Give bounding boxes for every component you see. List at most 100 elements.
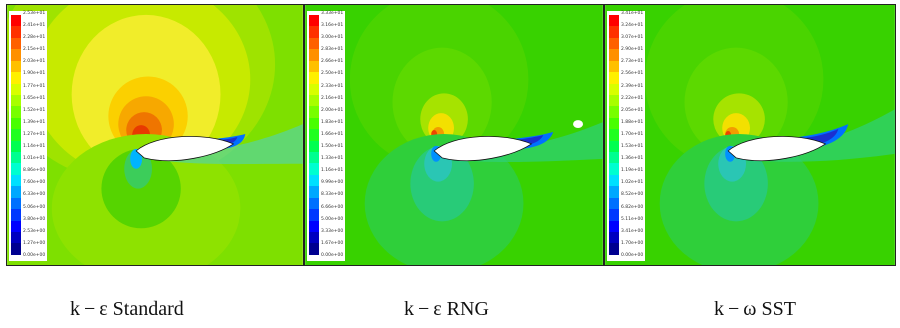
- legend-tick-label: 1.16e+01: [321, 168, 344, 174]
- legend-tick-label: 1.14e+01: [23, 144, 46, 150]
- legend-swatch: [609, 140, 619, 153]
- legend-tick-label: 1.70e+00: [621, 240, 644, 246]
- legend-swatch: [309, 129, 319, 141]
- legend-swatch: [11, 220, 21, 233]
- legend-tick-label: 1.36e+01: [621, 156, 644, 162]
- legend-tick-label: 2.15e+01: [23, 47, 46, 53]
- legend-swatch: [609, 243, 619, 255]
- legend-swatch: [11, 243, 21, 255]
- legend-swatch: [609, 117, 619, 130]
- legend-tick-label: 8.33e+00: [321, 192, 344, 198]
- legend-swatch: [309, 163, 319, 175]
- legend-tick-label: 2.16e+01: [321, 95, 344, 101]
- legend-swatch: [609, 106, 619, 118]
- legend-swatch: [11, 15, 21, 27]
- legend-swatch: [11, 197, 21, 210]
- legend-tick-label: 3.41e+01: [621, 11, 644, 16]
- legend-swatch: [11, 72, 21, 84]
- legend-swatch: [309, 37, 319, 50]
- legend-labels: 2.53e+01 2.41e+01 2.28e+01 2.15e+01 2.03e+01…: [23, 11, 49, 259]
- caption-k-epsilon-standard: k − ε Standard: [70, 298, 184, 320]
- legend-tick-label: 3.07e+01: [621, 35, 644, 41]
- legend-tick-label: 2.73e+01: [621, 59, 644, 65]
- legend-tick-label: 2.53e+01: [23, 11, 46, 16]
- legend-colorbar: [11, 15, 21, 255]
- legend-swatch: [609, 129, 619, 141]
- legend-tick-label: 2.66e+01: [321, 59, 344, 65]
- legend-tick-label: 5.00e+00: [321, 216, 344, 222]
- legend-swatch: [309, 117, 319, 130]
- legend-swatch: [309, 140, 319, 153]
- legend-tick-label: 1.01e+01: [23, 156, 46, 162]
- color-legend: 3.33e+01 3.16e+01 3.00e+01 2.83e+01 2.66e+01…: [307, 11, 345, 261]
- legend-swatch: [309, 26, 319, 38]
- legend-swatch: [309, 94, 319, 107]
- legend-swatch: [609, 197, 619, 210]
- legend-swatch: [309, 197, 319, 210]
- legend-tick-label: 1.27e+00: [23, 240, 46, 246]
- legend-swatch: [609, 152, 619, 164]
- legend-swatch: [11, 60, 21, 73]
- legend-tick-label: 1.70e+01: [621, 131, 644, 137]
- legend-swatch: [309, 60, 319, 73]
- legend-swatch: [11, 83, 21, 95]
- legend-tick-label: 1.65e+01: [23, 95, 46, 101]
- legend-tick-label: 2.50e+01: [321, 71, 344, 77]
- legend-swatch: [11, 26, 21, 38]
- legend-tick-label: 1.02e+01: [621, 180, 644, 186]
- legend-tick-label: 3.00e+01: [321, 35, 344, 41]
- legend-swatch: [309, 220, 319, 233]
- legend-swatch: [609, 163, 619, 175]
- legend-swatch: [609, 15, 619, 27]
- caption-k-epsilon-rng: k − ε RNG: [404, 298, 489, 320]
- legend-swatch: [309, 106, 319, 118]
- color-legend: 2.53e+01 2.41e+01 2.28e+01 2.15e+01 2.03e+01…: [9, 11, 47, 261]
- legend-tick-label: 2.90e+01: [621, 47, 644, 53]
- legend-labels: 3.41e+01 3.24e+01 3.07e+01 2.90e+01 2.73e+01…: [621, 11, 647, 259]
- legend-swatch: [11, 129, 21, 141]
- legend-colorbar: [309, 15, 319, 255]
- legend-tick-label: 1.27e+01: [23, 131, 46, 137]
- legend-swatch: [11, 209, 21, 221]
- legend-tick-label: 2.39e+01: [621, 83, 644, 89]
- legend-swatch: [11, 106, 21, 118]
- panel-k-epsilon-standard: 2.53e+01 2.41e+01 2.28e+01 2.15e+01 2.03e+01…: [6, 4, 304, 266]
- legend-swatch: [609, 174, 619, 187]
- legend-tick-label: 3.33e+00: [321, 228, 344, 234]
- legend-swatch: [609, 232, 619, 244]
- legend-swatch: [11, 140, 21, 153]
- legend-tick-label: 8.52e+00: [621, 192, 644, 198]
- legend-tick-label: 6.33e+00: [23, 192, 46, 198]
- legend-swatch: [11, 37, 21, 50]
- legend-swatch: [11, 163, 21, 175]
- legend-swatch: [609, 83, 619, 95]
- legend-swatch: [11, 174, 21, 187]
- caption-k-omega-sst: k − ω SST: [714, 298, 796, 320]
- legend-swatch: [309, 72, 319, 84]
- legend-swatch: [309, 232, 319, 244]
- panel-k-epsilon-rng: 3.33e+01 3.16e+01 3.00e+01 2.83e+01 2.66e+01…: [304, 4, 604, 266]
- legend-tick-label: 3.80e+00: [23, 216, 46, 222]
- legend-tick-label: 2.33e+01: [321, 83, 344, 89]
- legend-swatch: [609, 49, 619, 61]
- legend-swatch: [609, 220, 619, 233]
- velocity-contour-plot: [7, 5, 303, 265]
- legend-swatch: [609, 94, 619, 107]
- legend-swatch: [309, 174, 319, 187]
- panel-k-omega-sst: 3.41e+01 3.24e+01 3.07e+01 2.90e+01 2.73e+01…: [604, 4, 896, 266]
- legend-tick-label: 1.88e+01: [621, 119, 644, 125]
- legend-tick-label: 5.06e+00: [23, 204, 46, 210]
- legend-tick-label: 2.00e+01: [321, 107, 344, 113]
- legend-tick-label: 2.41e+01: [23, 23, 46, 29]
- legend-swatch: [309, 209, 319, 221]
- legend-swatch: [609, 72, 619, 84]
- legend-tick-label: 7.60e+00: [23, 180, 46, 186]
- legend-tick-label: 6.66e+00: [321, 204, 344, 210]
- legend-swatch: [609, 186, 619, 198]
- legend-tick-label: 2.56e+01: [621, 71, 644, 77]
- velocity-contour-plot: [605, 5, 895, 265]
- legend-tick-label: 2.83e+01: [321, 47, 344, 53]
- legend-tick-label: 1.66e+01: [321, 131, 344, 137]
- legend-tick-label: 1.83e+01: [321, 119, 344, 125]
